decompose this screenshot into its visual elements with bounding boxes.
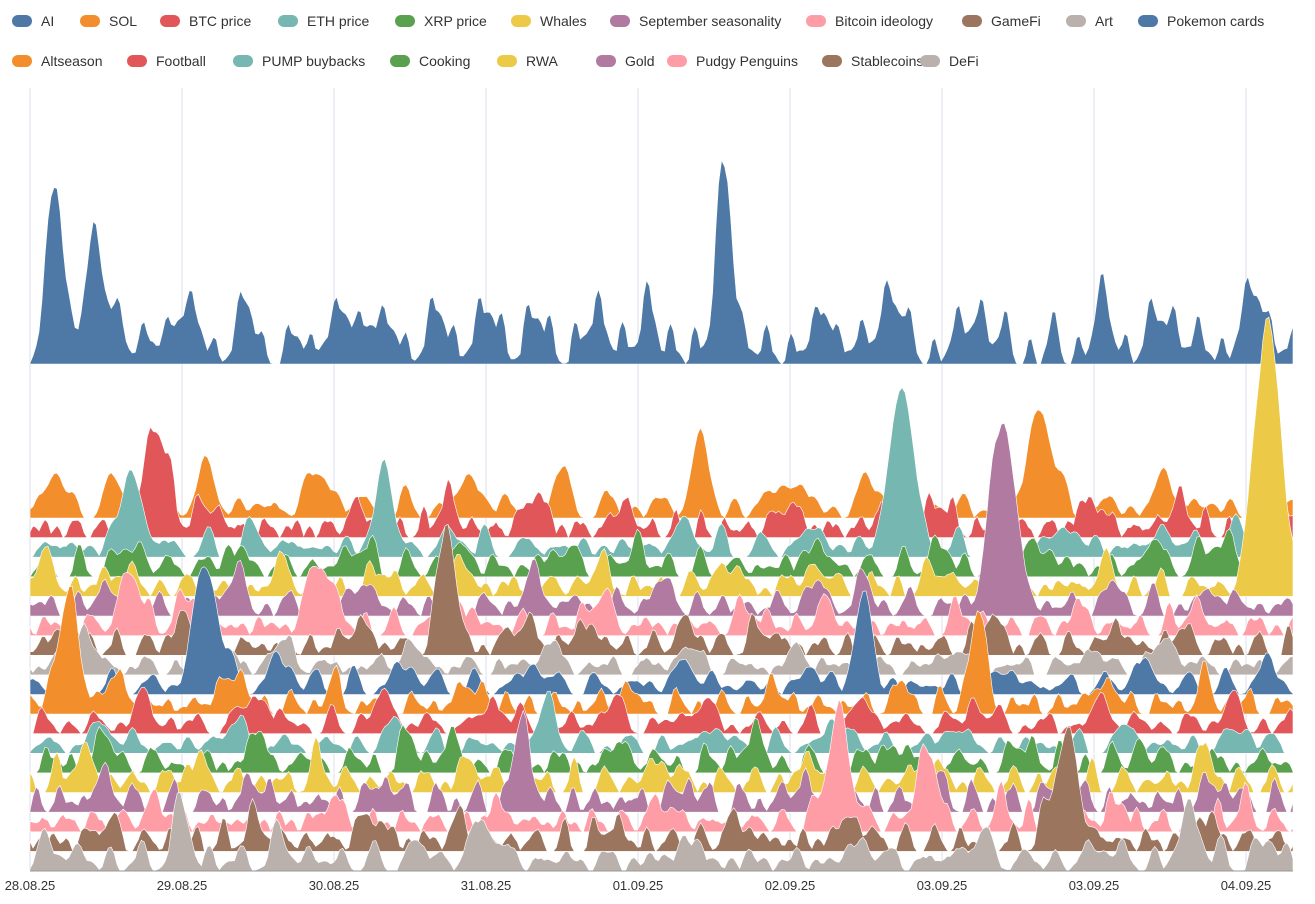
ridge-cooking[interactable] bbox=[30, 717, 1294, 774]
legend-item-pump-buybacks[interactable]: PUMP buybacks bbox=[233, 52, 365, 70]
legend-label: GameFi bbox=[991, 13, 1041, 29]
legend-label: September seasonality bbox=[639, 13, 782, 29]
legend-item-bitcoin-ideology[interactable]: Bitcoin ideology bbox=[806, 12, 933, 30]
legend-item-pokemon-cards[interactable]: Pokemon cards bbox=[1138, 12, 1264, 30]
ridge-bitcoin-ideology[interactable] bbox=[29, 565, 1294, 637]
legend-swatch bbox=[667, 55, 687, 67]
legend-swatch bbox=[278, 15, 298, 27]
legend-item-football[interactable]: Football bbox=[127, 52, 206, 70]
legend-item-ai[interactable]: AI bbox=[12, 12, 54, 30]
ridge-btc-price[interactable] bbox=[29, 426, 1294, 539]
legend-label: Altseason bbox=[41, 53, 103, 69]
legend-swatch bbox=[806, 15, 826, 27]
legend-item-art[interactable]: Art bbox=[1066, 12, 1113, 30]
x-tick-label: 29.08.25 bbox=[157, 878, 208, 893]
legend-label: PUMP buybacks bbox=[262, 53, 366, 69]
legend-item-eth-price[interactable]: ETH price bbox=[278, 12, 369, 30]
x-tick-label: 03.09.25 bbox=[917, 878, 968, 893]
chart-gridlines bbox=[29, 88, 1247, 871]
legend-label: DeFi bbox=[949, 53, 979, 69]
legend-label: Gold bbox=[625, 53, 655, 69]
legend-item-sol[interactable]: SOL bbox=[80, 12, 137, 30]
ridge-xrp-price[interactable] bbox=[29, 528, 1294, 578]
ridge-football[interactable] bbox=[29, 686, 1294, 735]
legend-swatch bbox=[596, 55, 616, 67]
legend-swatch bbox=[610, 15, 630, 27]
legend-swatch bbox=[390, 55, 410, 67]
x-tick-label: 31.08.25 bbox=[461, 878, 512, 893]
x-tick-label: 02.09.25 bbox=[765, 878, 816, 893]
legend-label: XRP price bbox=[424, 13, 487, 29]
ridge-rwa[interactable] bbox=[29, 736, 1294, 794]
legend-swatch bbox=[511, 15, 531, 27]
legend-swatch bbox=[80, 15, 100, 27]
x-tick-label: 04.09.25 bbox=[1221, 878, 1272, 893]
legend-swatch bbox=[822, 55, 842, 67]
legend-label: Pokemon cards bbox=[1167, 13, 1265, 29]
x-tick-label: 01.09.25 bbox=[613, 878, 664, 893]
legend-item-cooking[interactable]: Cooking bbox=[390, 52, 470, 70]
chart-series-areas bbox=[29, 159, 1294, 872]
legend-swatch bbox=[233, 55, 253, 67]
legend-swatch bbox=[12, 55, 32, 67]
chart-legend: AI SOL BTC price ETH price XRP price Whales Se… bbox=[0, 0, 1315, 80]
legend-swatch bbox=[1066, 15, 1086, 27]
legend-label: AI bbox=[41, 13, 55, 29]
legend-item-altseason[interactable]: Altseason bbox=[12, 52, 102, 70]
legend-swatch bbox=[497, 55, 517, 67]
legend-item-gold[interactable]: Gold bbox=[596, 52, 655, 70]
ridge-art[interactable] bbox=[29, 622, 1294, 676]
x-tick-label: 03.09.25 bbox=[1069, 878, 1120, 893]
legend-swatch bbox=[12, 15, 32, 27]
ridge-eth-price[interactable] bbox=[29, 387, 1294, 558]
legend-label: ETH price bbox=[307, 13, 370, 29]
ridge-sol[interactable] bbox=[29, 409, 1294, 519]
legend-swatch bbox=[920, 55, 940, 67]
legend-item-september-seasonality[interactable]: September seasonality bbox=[610, 12, 781, 30]
ridge-altseason[interactable] bbox=[29, 585, 1294, 715]
legend-label: Pudgy Penguins bbox=[696, 53, 798, 69]
legend-swatch bbox=[160, 15, 180, 27]
legend-swatch bbox=[962, 15, 982, 27]
legend-label: Football bbox=[156, 53, 206, 69]
legend-label: Bitcoin ideology bbox=[835, 13, 934, 29]
legend-item-gamefi[interactable]: GameFi bbox=[962, 12, 1041, 30]
legend-label: Cooking bbox=[419, 53, 471, 69]
x-axis: 28.08.25 29.08.25 30.08.25 31.08.25 01.09.25… bbox=[5, 870, 1293, 893]
legend-swatch bbox=[395, 15, 415, 27]
legend-item-stablecoins[interactable]: Stablecoins bbox=[822, 52, 923, 70]
legend-label: SOL bbox=[109, 13, 138, 29]
ridge-stablecoins[interactable] bbox=[29, 726, 1294, 852]
legend-item-xrp-price[interactable]: XRP price bbox=[395, 12, 487, 30]
legend-swatch bbox=[127, 55, 147, 67]
legend-item-whales[interactable]: Whales bbox=[511, 12, 587, 30]
ridge-pump-buybacks[interactable] bbox=[29, 690, 1293, 754]
legend-swatch bbox=[1138, 15, 1158, 27]
ridge-defi[interactable] bbox=[29, 792, 1294, 872]
legend-label: BTC price bbox=[189, 13, 252, 29]
ridge-ai[interactable] bbox=[29, 159, 1294, 365]
legend-label: Stablecoins bbox=[851, 53, 924, 69]
ridge-pudgy-penguins[interactable] bbox=[29, 698, 1294, 833]
legend-label: RWA bbox=[526, 53, 558, 69]
legend-label: Whales bbox=[540, 13, 587, 29]
legend-item-pudgy-penguins[interactable]: Pudgy Penguins bbox=[667, 52, 798, 70]
legend-item-rwa[interactable]: RWA bbox=[497, 52, 558, 70]
legend-item-btc-price[interactable]: BTC price bbox=[160, 12, 251, 30]
x-tick-label: 28.08.25 bbox=[5, 878, 56, 893]
legend-item-defi[interactable]: DeFi bbox=[920, 52, 979, 70]
ridge-gold[interactable] bbox=[29, 709, 1294, 813]
x-tick-label: 30.08.25 bbox=[309, 878, 360, 893]
legend-label: Art bbox=[1095, 13, 1113, 29]
ridgeline-chart: 28.08.25 29.08.25 30.08.25 31.08.25 01.09.25… bbox=[5, 88, 1294, 893]
